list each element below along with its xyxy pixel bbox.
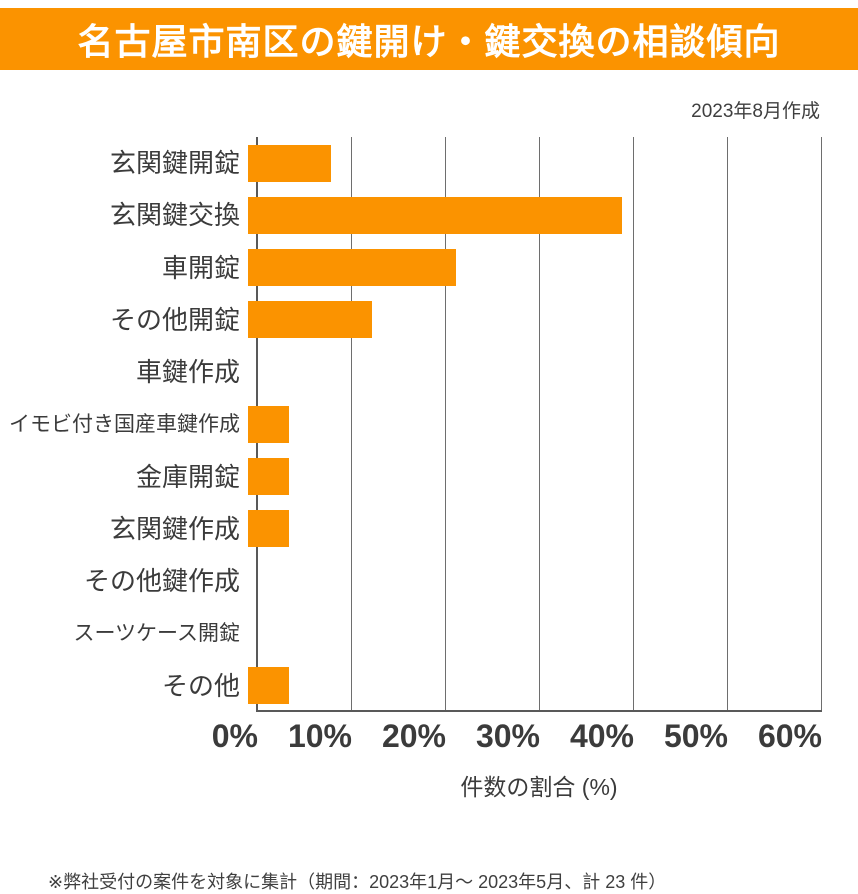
title-banner: 名古屋市南区の鍵開け・鍵交換の相談傾向	[0, 8, 858, 70]
bar-track	[248, 563, 822, 600]
category-label: 車開錠	[161, 252, 240, 283]
bar-track	[248, 667, 822, 705]
chart-rows: 玄関鍵開錠 玄関鍵交換 車開錠 その他開錠 車鍵作成 イモビ付き国産車鍵作成	[0, 137, 858, 712]
chart-row: その他	[0, 660, 858, 712]
chart-row: イモビ付き国産車鍵作成	[0, 398, 858, 450]
bar-track	[248, 301, 822, 339]
category-label: その他開錠	[109, 304, 240, 335]
chart-row: 車開錠	[0, 242, 858, 294]
gridline	[350, 137, 352, 710]
x-tick-label: 30%	[475, 718, 540, 754]
chart-row: その他開錠	[0, 294, 858, 346]
gridline	[821, 137, 822, 710]
bar-track	[248, 354, 822, 391]
gridline	[727, 137, 728, 710]
bar	[248, 249, 456, 287]
bar	[248, 405, 290, 443]
plot-area: 0% 10% 20% 30% 40% 50% 60%	[212, 137, 822, 752]
bar	[248, 510, 290, 548]
chart-row: 玄関鍵作成	[0, 503, 858, 555]
chart-row: 玄関鍵開錠	[0, 137, 858, 189]
bar-track	[248, 458, 822, 496]
category-label: スーツケース開錠	[73, 622, 240, 646]
bar-track	[248, 615, 822, 652]
chart-row: スーツケース開錠	[0, 607, 858, 659]
category-label: その他	[161, 670, 240, 701]
x-tick-label: 50%	[663, 718, 728, 754]
x-tick-label: 10%	[287, 718, 352, 754]
created-date-note: 2023年8月作成	[691, 101, 820, 122]
bar-track	[248, 249, 822, 287]
gridline	[444, 137, 446, 710]
bar	[248, 458, 290, 496]
category-label: 車鍵作成	[135, 357, 240, 388]
bar-track	[248, 405, 822, 443]
bar-track	[248, 510, 822, 548]
gridline	[632, 137, 634, 710]
x-tick-label: 20%	[381, 718, 446, 754]
category-label: イモビ付き国産車鍵作成	[9, 412, 240, 436]
chart-row: 玄関鍵交換	[0, 189, 858, 241]
gridline	[539, 137, 540, 710]
x-tick-label: 0%	[211, 718, 258, 754]
x-axis-title: 件数の割合 (%)	[460, 774, 618, 800]
x-tick-label: 60%	[757, 718, 822, 754]
chart-row: 車鍵作成	[0, 346, 858, 398]
bar	[248, 196, 623, 234]
category-label: その他鍵作成	[83, 566, 240, 597]
chart-row: 金庫開錠	[0, 451, 858, 503]
bar-chart: 0% 10% 20% 30% 40% 50% 60% 玄関鍵開錠 玄関鍵交換 車開錠 その他…	[0, 137, 858, 752]
chart-row: その他鍵作成	[0, 555, 858, 607]
chart-title: 名古屋市南区の鍵開け・鍵交換の相談傾向	[77, 21, 781, 62]
category-label: 玄関鍵開錠	[109, 148, 240, 179]
bar-track	[248, 144, 822, 182]
x-tick-label: 40%	[569, 718, 634, 754]
bar-track	[248, 196, 822, 234]
bar	[248, 144, 332, 182]
category-label: 玄関鍵交換	[109, 200, 240, 231]
bar	[248, 301, 373, 339]
category-label: 金庫開錠	[135, 461, 240, 492]
category-label: 玄関鍵作成	[109, 513, 240, 544]
bar	[248, 667, 290, 705]
